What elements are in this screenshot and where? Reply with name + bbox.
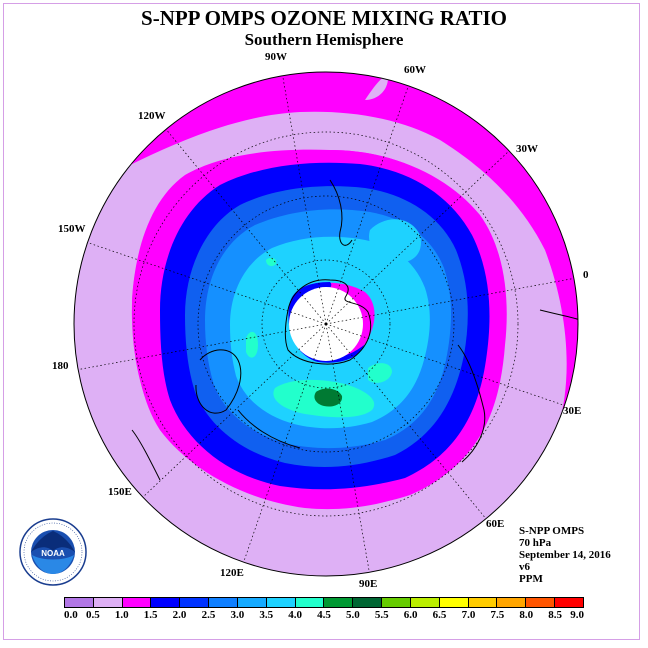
colorbar-segment [209, 598, 238, 607]
colorbar-tick-label: 6.0 [403, 609, 418, 621]
lon-label-90w: 90W [265, 51, 287, 63]
colorbar [64, 597, 584, 608]
colorbar-tick-label: 2.0 [172, 609, 187, 621]
colorbar-segment [324, 598, 354, 607]
antarctica-coast [284, 279, 372, 365]
colorbar-segment [555, 598, 583, 607]
colorbar-tick-label: 4.0 [288, 609, 302, 621]
colorbar-segment [497, 598, 527, 607]
south-atlantic-coast [539, 309, 578, 321]
ozone-field-green-max [314, 388, 343, 407]
colorbar-tick-label: 7.5 [490, 609, 505, 621]
colorbar-segment [237, 598, 267, 607]
lon-label-120e: 120E [220, 567, 244, 579]
colorbar-tick-label: 9.0 [570, 609, 584, 621]
info-date: September 14, 2016 [519, 549, 611, 561]
map-subtitle: Southern Hemisphere [244, 30, 404, 49]
colorbar-segment [468, 598, 498, 607]
info-level: 70 hPa [519, 537, 552, 549]
colorbar-tick-label: 0.5 [86, 609, 100, 621]
noaa-logo-icon: NOAA [19, 518, 87, 586]
info-units: PPM [519, 573, 543, 585]
colorbar-tick-label: 8.5 [548, 609, 562, 621]
lon-label-150w: 150W [58, 223, 86, 235]
colorbar-tick-label: 5.5 [374, 609, 389, 621]
ozone-field-teal-east [368, 363, 392, 383]
info-block: S-NPP OMPS 70 hPa September 14, 2016 v6 … [519, 525, 611, 585]
colorbar-segment [122, 598, 152, 607]
logo-text: NOAA [41, 549, 65, 558]
colorbar-tick-label: 1.5 [143, 609, 158, 621]
colorbar-tick-label: 1.0 [114, 609, 129, 621]
colorbar-segment [526, 598, 556, 607]
info-instrument: S-NPP OMPS [519, 525, 585, 537]
ozone-field-cyan-right [369, 219, 421, 263]
lon-label-60w: 60W [404, 64, 426, 76]
indian-ocean-coast [237, 409, 301, 449]
colorbar-segment [151, 598, 181, 607]
colorbar-tick-label: 5.0 [346, 609, 360, 621]
colorbar-segment [295, 598, 325, 607]
colorbar-tick-label: 3.0 [230, 609, 245, 621]
lon-label-0: 0 [583, 269, 589, 281]
ozone-field-lavender-patch [365, 76, 388, 100]
colorbar-segment [382, 598, 411, 607]
colorbar-tick-label: 0.0 [64, 609, 78, 621]
ozone-field-teal-west [246, 331, 258, 358]
colorbar-segment [439, 598, 469, 607]
ozone-field-teal-north [266, 257, 277, 267]
lon-label-30w: 30W [516, 143, 538, 155]
south-america-coast [329, 179, 353, 246]
colorbar-tick-label: 6.5 [432, 609, 447, 621]
lon-label-150e: 150E [108, 486, 132, 498]
colorbar-segment [353, 598, 383, 607]
colorbar-tick-label: 7.0 [461, 609, 476, 621]
lon-label-180: 180 [52, 360, 69, 372]
lon-label-60e: 60E [486, 518, 505, 530]
colorbar-tick-label: 3.5 [259, 609, 274, 621]
colorbar-segment [266, 598, 296, 607]
colorbar-segment [65, 598, 94, 607]
colorbar-segment [93, 598, 123, 607]
south-pole-marker [324, 322, 328, 326]
colorbar-segment [410, 598, 440, 607]
image-frame [3, 3, 640, 640]
colorbar-tick-label: 4.5 [317, 609, 331, 621]
colorbar-segment [180, 598, 210, 607]
new-guinea-coast [131, 429, 161, 481]
coastlines [131, 179, 578, 481]
colorbar-ticks: 0.0 0.5 1.0 1.5 2.0 2.5 3.0 3.5 4.0 4.5 5.0 5.5 6.0 6… [64, 609, 584, 623]
colorbar-tick-label: 8.0 [519, 609, 534, 621]
map-title: S-NPP OMPS OZONE MIXING RATIO [141, 6, 507, 30]
info-version: v6 [519, 561, 530, 573]
map-boundary [73, 71, 579, 577]
australia-coast [195, 349, 242, 414]
lon-label-120w: 120W [138, 110, 166, 122]
colorbar-tick-label: 2.5 [201, 609, 216, 621]
africa-coast [457, 344, 486, 463]
lon-label-90e: 90E [359, 578, 378, 590]
graticule [75, 72, 577, 576]
lon-label-30e: 30E [563, 405, 582, 417]
